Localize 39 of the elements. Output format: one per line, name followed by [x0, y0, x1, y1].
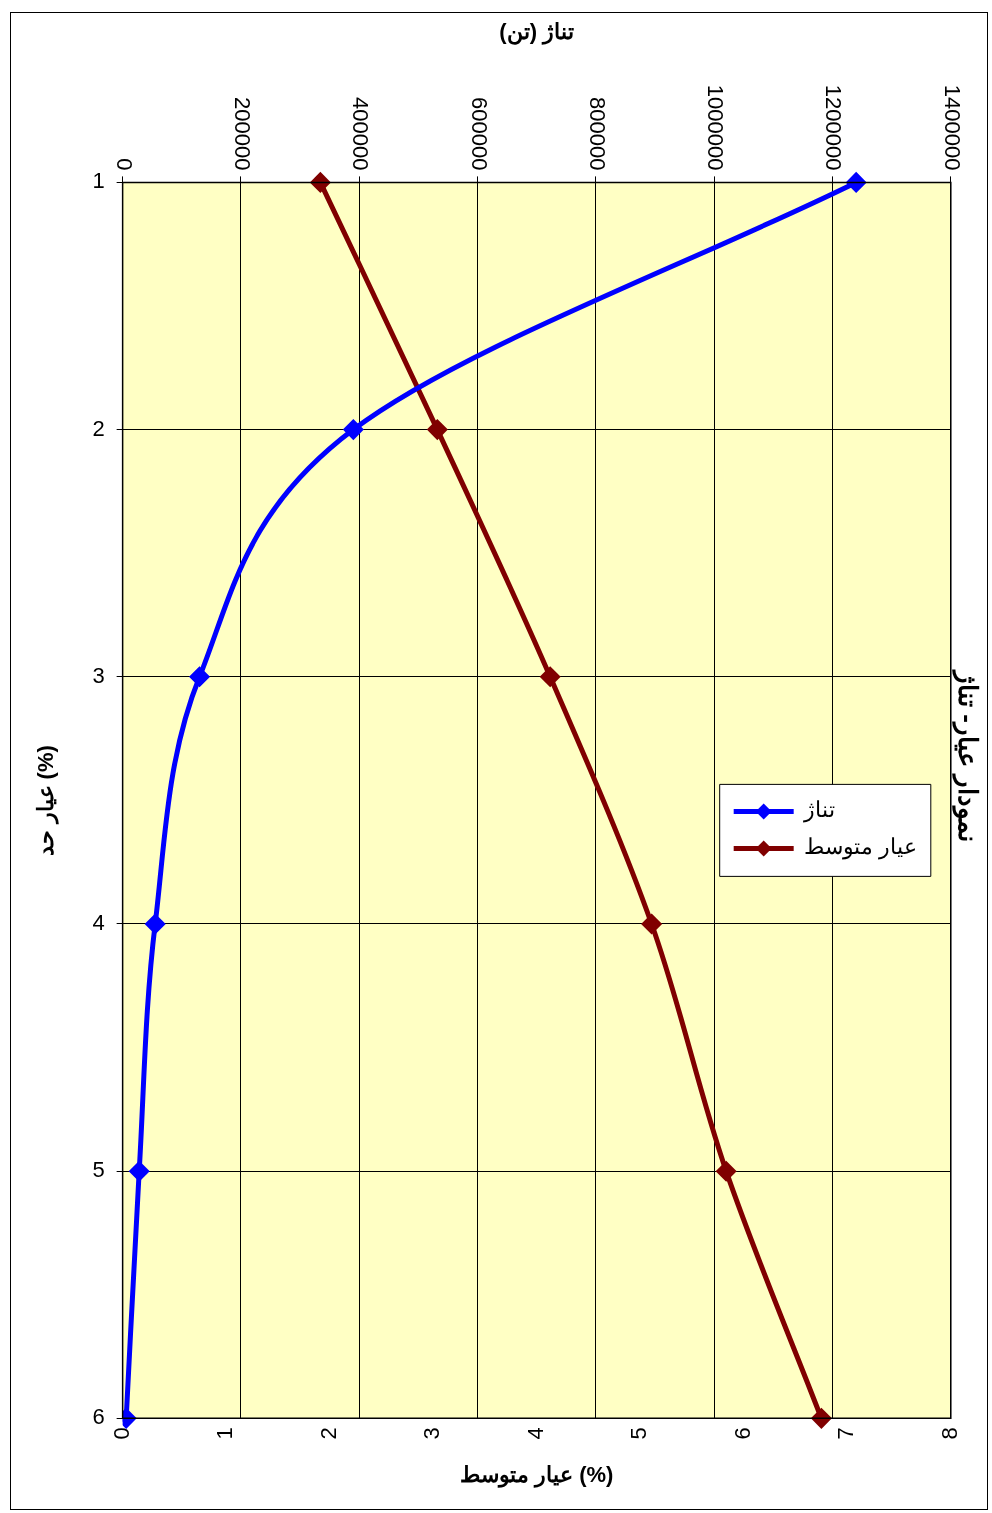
y-axis-title: عیار حد (%) — [33, 745, 60, 856]
x-tick-label: 7 — [833, 1427, 859, 1440]
x-tick-label: 2 — [315, 1427, 341, 1440]
point — [343, 420, 363, 440]
x2-tick-label: 800000 — [584, 96, 610, 171]
x-tick-label: 6 — [729, 1427, 755, 1440]
legend-label: تناژ — [802, 797, 835, 824]
point — [427, 420, 447, 440]
x2-tick-label: 400000 — [348, 96, 374, 171]
x2-tick-label: 1400000 — [939, 84, 965, 171]
point — [642, 914, 662, 934]
point — [310, 172, 330, 192]
x-tick-label: 5 — [626, 1427, 652, 1440]
y-tick-label: 4 — [92, 910, 105, 936]
y-tick-label: 1 — [92, 168, 105, 194]
point — [540, 667, 560, 687]
y-tick-label: 5 — [92, 1157, 105, 1183]
x-axis-title: عیار متوسط (%) — [459, 1461, 614, 1488]
x2-tick-label: 1000000 — [703, 84, 729, 171]
x2-axis-title: تناژ (تن) — [499, 19, 575, 46]
point — [716, 1161, 736, 1181]
x-tick-label: 1 — [212, 1427, 238, 1440]
x2-tick-label: 0 — [111, 158, 137, 171]
point — [129, 1161, 149, 1181]
x-tick-label: 0 — [108, 1427, 134, 1440]
y-tick-label: 2 — [92, 415, 105, 441]
x2-tick-label: 200000 — [229, 96, 255, 171]
x-tick-label: 8 — [936, 1427, 962, 1440]
x2-tick-label: 1200000 — [821, 84, 847, 171]
text: نمودار عیار- تناژ — [952, 668, 984, 843]
y-tick-label: 3 — [92, 662, 105, 688]
legend-label: عیار متوسط — [803, 834, 917, 861]
x-tick-label: 4 — [522, 1427, 548, 1440]
x-tick-label: 3 — [419, 1427, 445, 1440]
point — [190, 667, 210, 687]
point — [846, 172, 866, 192]
point — [145, 914, 165, 934]
x2-tick-label: 600000 — [466, 96, 492, 171]
point — [811, 1408, 831, 1428]
